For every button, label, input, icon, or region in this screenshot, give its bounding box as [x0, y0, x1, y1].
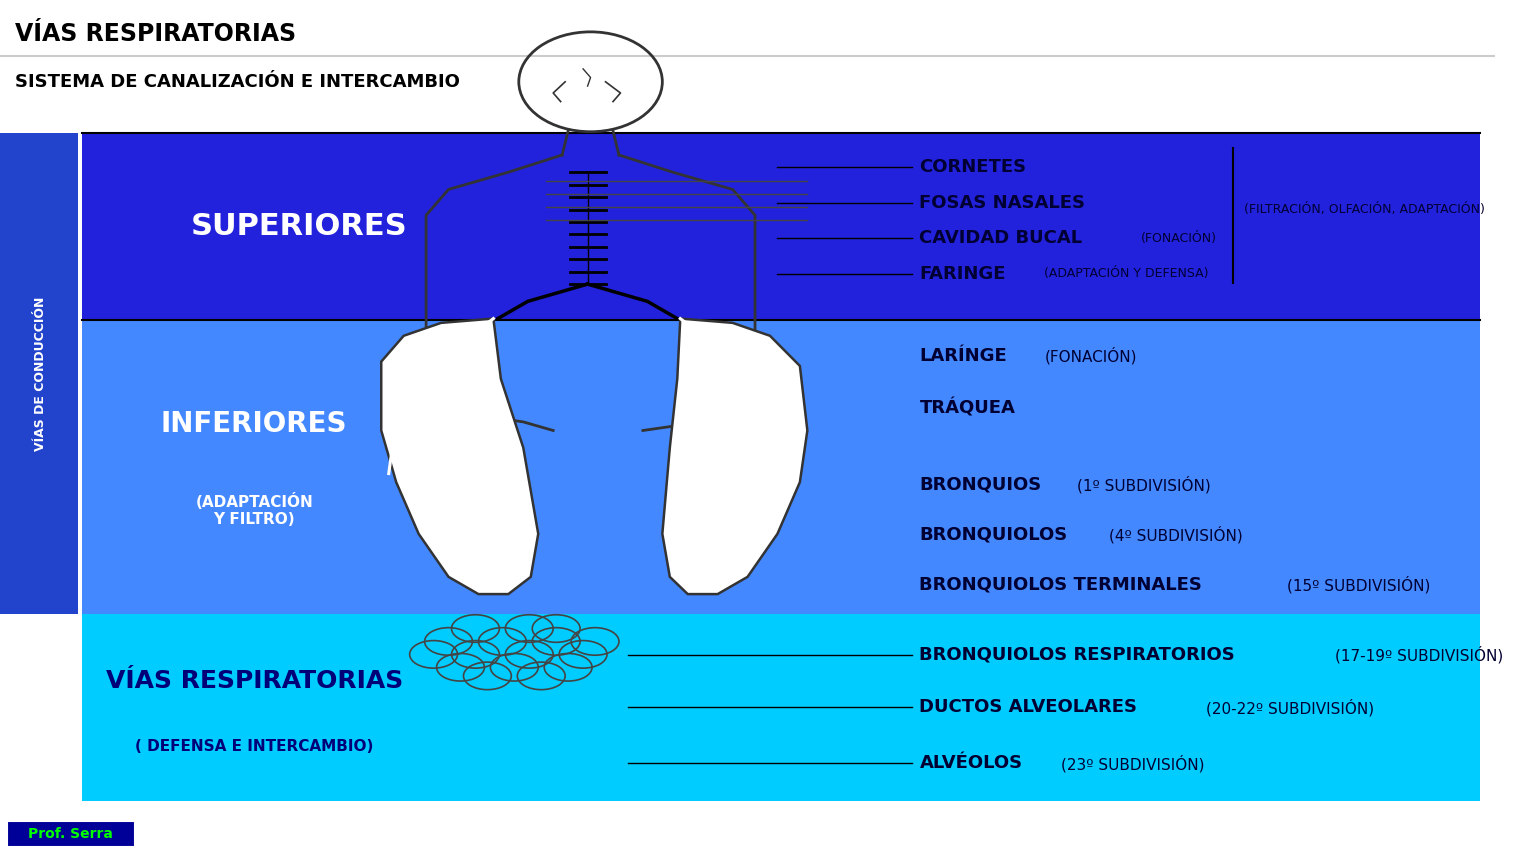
Text: LARÍNGE: LARÍNGE: [920, 346, 1008, 364]
Text: FOSAS NASALES: FOSAS NASALES: [920, 194, 1086, 212]
Text: SUPERIORES: SUPERIORES: [190, 213, 407, 241]
Text: Prof. Serra: Prof. Serra: [28, 827, 112, 841]
Text: (23º SUBDIVISIÓN): (23º SUBDIVISIÓN): [1061, 754, 1204, 772]
Text: (FONACIÓN): (FONACIÓN): [1141, 232, 1218, 245]
Text: VÍAS RESPIRATORIAS: VÍAS RESPIRATORIAS: [106, 670, 402, 693]
Text: SISTEMA DE CANALIZACIÓN E INTERCAMBIO: SISTEMA DE CANALIZACIÓN E INTERCAMBIO: [15, 73, 459, 91]
Text: (20-22º SUBDIVISIÓN): (20-22º SUBDIVISIÓN): [1206, 698, 1375, 716]
Text: (17-19º SUBDIVISIÓN): (17-19º SUBDIVISIÓN): [1335, 647, 1504, 664]
Text: (ADAPTACIÓN Y DEFENSA): (ADAPTACIÓN Y DEFENSA): [1044, 267, 1209, 280]
Text: BRONQUIOLOS RESPIRATORIOS: BRONQUIOLOS RESPIRATORIOS: [920, 646, 1235, 664]
Bar: [8, 821, 135, 847]
Text: CAVIDAD BUCAL: CAVIDAD BUCAL: [920, 229, 1083, 247]
Text: (FILTRACIÓN, OLFACIÓN, ADAPTACIÓN): (FILTRACIÓN, OLFACIÓN, ADAPTACIÓN): [1244, 203, 1485, 216]
Text: (15º SUBDIVISIÓN): (15º SUBDIVISIÓN): [1287, 576, 1430, 593]
Text: DUCTOS ALVEOLARES: DUCTOS ALVEOLARES: [920, 698, 1138, 716]
Bar: [83, 614, 1481, 801]
Bar: [0, 133, 78, 614]
Text: (FONACIÓN): (FONACIÓN): [1044, 347, 1137, 364]
Bar: [83, 320, 1481, 614]
Text: (4º SUBDIVISIÓN): (4º SUBDIVISIÓN): [1109, 526, 1243, 543]
Text: BRONQUIOLOS: BRONQUIOLOS: [920, 525, 1068, 543]
Polygon shape: [662, 319, 808, 594]
Text: BRONQUIOLOS TERMINALES: BRONQUIOLOS TERMINALES: [920, 575, 1203, 593]
Text: VÍAS DE CONDUCCIÓN: VÍAS DE CONDUCCIÓN: [34, 296, 48, 451]
Text: ALVÉOLOS: ALVÉOLOS: [920, 754, 1023, 772]
Text: ( DEFENSA E INTERCAMBIO): ( DEFENSA E INTERCAMBIO): [135, 739, 373, 753]
Text: INFERIORES: INFERIORES: [161, 410, 347, 438]
Polygon shape: [381, 319, 538, 594]
Text: CORNETES: CORNETES: [920, 158, 1026, 177]
Text: TRÁQUEA: TRÁQUEA: [920, 399, 1015, 418]
Text: (ADAPTACIÓN
Y FILTRO): (ADAPTACIÓN Y FILTRO): [195, 493, 313, 527]
Text: FARINGE: FARINGE: [920, 264, 1006, 282]
Text: BRONQUIOS: BRONQUIOS: [920, 476, 1041, 493]
Bar: [83, 133, 1481, 320]
Text: VÍAS RESPIRATORIAS: VÍAS RESPIRATORIAS: [15, 22, 296, 46]
Text: (1º SUBDIVISIÓN): (1º SUBDIVISIÓN): [1077, 476, 1210, 493]
